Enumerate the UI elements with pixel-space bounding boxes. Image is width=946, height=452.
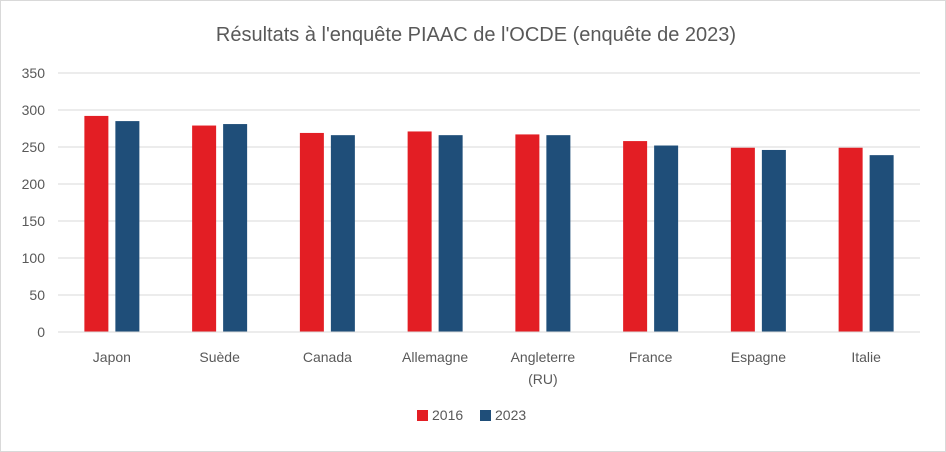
chart-title: Résultats à l'enquête PIAAC de l'OCDE (e… [216,24,736,46]
bar-2023-4 [546,135,571,332]
x-tick-label: Allemagne [402,349,468,365]
legend-label-2023: 2023 [495,407,526,423]
x-tick-label: Italie [851,349,881,365]
y-tick-label: 100 [22,250,46,266]
x-tick-label: Japon [93,349,131,365]
y-tick-label: 300 [22,102,46,118]
gridlines [58,72,920,296]
legend-swatch-2023 [480,410,491,421]
x-tick-label: (RU) [528,371,558,387]
bars [84,115,894,332]
bar-2016-3 [407,131,432,332]
y-tick-label: 350 [22,65,46,81]
x-tick-label: France [629,349,673,365]
bar-2016-4 [515,134,540,332]
bar-2016-1 [192,125,217,332]
bar-2016-0 [84,115,109,332]
y-tick-label: 50 [29,287,45,303]
y-axis-ticks: 0 50 100 150 200 250 300 350 [22,65,46,340]
bar-2023-3 [438,135,463,332]
bar-2023-6 [761,149,786,332]
bar-2016-5 [623,141,648,332]
legend-label-2016: 2016 [432,407,463,423]
legend-swatch-2016 [417,410,428,421]
legend: 2016 2023 [417,407,526,423]
x-tick-label: Suède [199,349,240,365]
x-tick-label: Espagne [731,349,786,365]
y-tick-label: 150 [22,213,46,229]
bar-2023-1 [223,124,248,332]
bar-2023-0 [115,121,140,332]
y-tick-label: 0 [37,324,45,340]
y-tick-label: 200 [22,176,46,192]
bar-2023-2 [330,135,355,332]
x-tick-label: Angleterre [511,349,576,365]
bar-2016-6 [730,147,755,332]
bar-2016-2 [299,132,324,332]
x-tick-label: Canada [303,349,352,365]
bar-2023-5 [654,145,679,332]
bar-2023-7 [869,155,894,332]
x-axis-categories: Japon Suède Canada Allemagne Angleterre (RU) F… [93,349,881,387]
bar-2016-7 [838,147,863,332]
y-tick-label: 250 [22,139,46,155]
